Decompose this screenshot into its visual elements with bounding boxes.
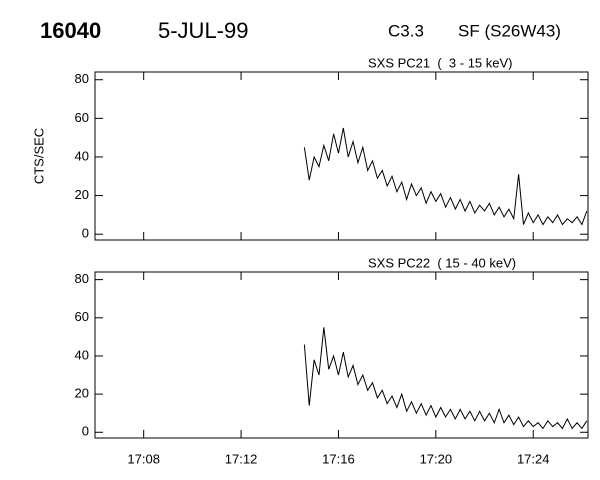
panel-title: SXS PC22 ( 15 - 40 keV) xyxy=(368,255,516,270)
y-tick-label: 80 xyxy=(75,71,89,86)
y-axis-label: CTS/SEC xyxy=(31,128,46,184)
x-tick-label: 17:20 xyxy=(420,451,453,466)
event-id: 16040 xyxy=(40,18,101,43)
plot-frame xyxy=(94,271,589,439)
flare-location: SF (S26W43) xyxy=(458,21,561,40)
x-tick-label: 17:12 xyxy=(225,451,258,466)
x-tick-label: 17:08 xyxy=(127,451,160,466)
panel-title: SXS PC21 ( 3 - 15 keV) xyxy=(368,55,513,70)
y-tick-label: 40 xyxy=(75,347,89,362)
data-line xyxy=(303,127,588,226)
flare-class: C3.3 xyxy=(388,21,424,40)
data-line xyxy=(303,327,588,430)
x-tick-label: 17:16 xyxy=(322,451,355,466)
y-tick-label: 40 xyxy=(75,148,89,163)
plot-frame xyxy=(94,71,589,241)
y-tick-label: 80 xyxy=(75,271,89,286)
y-tick-label: 20 xyxy=(75,187,89,202)
y-tick-label: 0 xyxy=(82,226,89,241)
y-tick-label: 60 xyxy=(75,110,89,125)
y-tick-label: 0 xyxy=(82,424,89,439)
y-tick-label: 60 xyxy=(75,309,89,324)
x-tick-label: 17:24 xyxy=(517,451,550,466)
y-tick-label: 20 xyxy=(75,386,89,401)
event-date: 5-JUL-99 xyxy=(158,18,248,43)
